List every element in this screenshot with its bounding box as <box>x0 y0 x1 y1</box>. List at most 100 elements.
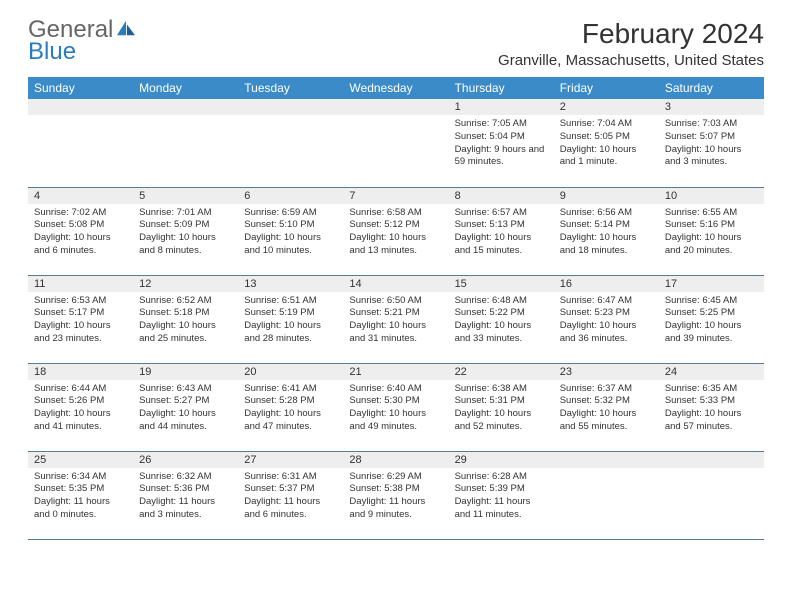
sunset-text: Sunset: 5:13 PM <box>455 219 548 232</box>
daylight-text: Daylight: 11 hours and 0 minutes. <box>34 496 127 522</box>
daylight-text: Daylight: 10 hours and 8 minutes. <box>139 232 232 258</box>
sunrise-text: Sunrise: 6:35 AM <box>665 383 758 396</box>
day-number: 19 <box>133 364 238 380</box>
sunset-text: Sunset: 5:27 PM <box>139 395 232 408</box>
calendar-table: SundayMondayTuesdayWednesdayThursdayFrid… <box>28 77 764 540</box>
sunset-text: Sunset: 5:26 PM <box>34 395 127 408</box>
title-block: February 2024 Granville, Massachusetts, … <box>498 18 764 69</box>
daylight-text: Daylight: 10 hours and 44 minutes. <box>139 408 232 434</box>
day-details: Sunrise: 7:01 AMSunset: 5:09 PMDaylight:… <box>133 204 238 262</box>
daylight-text: Daylight: 10 hours and 55 minutes. <box>560 408 653 434</box>
daylight-text: Daylight: 10 hours and 18 minutes. <box>560 232 653 258</box>
day-details: Sunrise: 6:34 AMSunset: 5:35 PMDaylight:… <box>28 468 133 526</box>
calendar-cell: 21Sunrise: 6:40 AMSunset: 5:30 PMDayligh… <box>343 363 448 451</box>
calendar-week: 18Sunrise: 6:44 AMSunset: 5:26 PMDayligh… <box>28 363 764 451</box>
day-details: Sunrise: 6:44 AMSunset: 5:26 PMDaylight:… <box>28 380 133 438</box>
sunrise-text: Sunrise: 6:29 AM <box>349 471 442 484</box>
calendar-cell <box>554 451 659 539</box>
calendar-cell: 4Sunrise: 7:02 AMSunset: 5:08 PMDaylight… <box>28 187 133 275</box>
day-details: Sunrise: 6:35 AMSunset: 5:33 PMDaylight:… <box>659 380 764 438</box>
day-details: Sunrise: 7:02 AMSunset: 5:08 PMDaylight:… <box>28 204 133 262</box>
daylight-text: Daylight: 10 hours and 33 minutes. <box>455 320 548 346</box>
location-text: Granville, Massachusetts, United States <box>498 52 764 69</box>
day-number: 29 <box>449 452 554 468</box>
sunrise-text: Sunrise: 6:34 AM <box>34 471 127 484</box>
day-number: 24 <box>659 364 764 380</box>
day-details: Sunrise: 6:45 AMSunset: 5:25 PMDaylight:… <box>659 292 764 350</box>
calendar-cell: 22Sunrise: 6:38 AMSunset: 5:31 PMDayligh… <box>449 363 554 451</box>
day-number: 15 <box>449 276 554 292</box>
calendar-week: 11Sunrise: 6:53 AMSunset: 5:17 PMDayligh… <box>28 275 764 363</box>
day-number: 22 <box>449 364 554 380</box>
calendar-cell: 26Sunrise: 6:32 AMSunset: 5:36 PMDayligh… <box>133 451 238 539</box>
day-details: Sunrise: 7:03 AMSunset: 5:07 PMDaylight:… <box>659 115 764 173</box>
calendar-cell: 10Sunrise: 6:55 AMSunset: 5:16 PMDayligh… <box>659 187 764 275</box>
calendar-cell: 3Sunrise: 7:03 AMSunset: 5:07 PMDaylight… <box>659 99 764 187</box>
calendar-cell <box>133 99 238 187</box>
sunrise-text: Sunrise: 6:38 AM <box>455 383 548 396</box>
day-details: Sunrise: 6:47 AMSunset: 5:23 PMDaylight:… <box>554 292 659 350</box>
calendar-cell: 12Sunrise: 6:52 AMSunset: 5:18 PMDayligh… <box>133 275 238 363</box>
sunrise-text: Sunrise: 6:57 AM <box>455 207 548 220</box>
day-header: Friday <box>554 77 659 99</box>
day-number: 11 <box>28 276 133 292</box>
daylight-text: Daylight: 10 hours and 6 minutes. <box>34 232 127 258</box>
sunrise-text: Sunrise: 7:04 AM <box>560 118 653 131</box>
sunrise-text: Sunrise: 6:53 AM <box>34 295 127 308</box>
brand-blue: Blue <box>28 40 137 64</box>
sunrise-text: Sunrise: 6:44 AM <box>34 383 127 396</box>
daylight-text: Daylight: 10 hours and 25 minutes. <box>139 320 232 346</box>
day-number: 7 <box>343 188 448 204</box>
sunset-text: Sunset: 5:05 PM <box>560 131 653 144</box>
day-number: 18 <box>28 364 133 380</box>
sunset-text: Sunset: 5:07 PM <box>665 131 758 144</box>
day-details: Sunrise: 6:55 AMSunset: 5:16 PMDaylight:… <box>659 204 764 262</box>
sunset-text: Sunset: 5:19 PM <box>244 307 337 320</box>
calendar-cell: 9Sunrise: 6:56 AMSunset: 5:14 PMDaylight… <box>554 187 659 275</box>
sunrise-text: Sunrise: 6:32 AM <box>139 471 232 484</box>
day-number: 13 <box>238 276 343 292</box>
day-header: Wednesday <box>343 77 448 99</box>
day-number: 27 <box>238 452 343 468</box>
daylight-text: Daylight: 10 hours and 10 minutes. <box>244 232 337 258</box>
sunrise-text: Sunrise: 6:48 AM <box>455 295 548 308</box>
day-details: Sunrise: 6:50 AMSunset: 5:21 PMDaylight:… <box>343 292 448 350</box>
sunset-text: Sunset: 5:10 PM <box>244 219 337 232</box>
day-details: Sunrise: 6:41 AMSunset: 5:28 PMDaylight:… <box>238 380 343 438</box>
daylight-text: Daylight: 10 hours and 39 minutes. <box>665 320 758 346</box>
day-details: Sunrise: 6:28 AMSunset: 5:39 PMDaylight:… <box>449 468 554 526</box>
calendar-cell: 28Sunrise: 6:29 AMSunset: 5:38 PMDayligh… <box>343 451 448 539</box>
sunrise-text: Sunrise: 6:41 AM <box>244 383 337 396</box>
sunset-text: Sunset: 5:14 PM <box>560 219 653 232</box>
sunrise-text: Sunrise: 6:47 AM <box>560 295 653 308</box>
daylight-text: Daylight: 10 hours and 31 minutes. <box>349 320 442 346</box>
calendar-cell: 8Sunrise: 6:57 AMSunset: 5:13 PMDaylight… <box>449 187 554 275</box>
day-number: 10 <box>659 188 764 204</box>
sunset-text: Sunset: 5:30 PM <box>349 395 442 408</box>
sunrise-text: Sunrise: 6:52 AM <box>139 295 232 308</box>
calendar-cell: 29Sunrise: 6:28 AMSunset: 5:39 PMDayligh… <box>449 451 554 539</box>
day-number: 17 <box>659 276 764 292</box>
calendar-cell <box>343 99 448 187</box>
calendar-cell <box>238 99 343 187</box>
sunrise-text: Sunrise: 6:40 AM <box>349 383 442 396</box>
daylight-text: Daylight: 10 hours and 28 minutes. <box>244 320 337 346</box>
daylight-text: Daylight: 10 hours and 3 minutes. <box>665 144 758 170</box>
daylight-text: Daylight: 11 hours and 6 minutes. <box>244 496 337 522</box>
calendar-cell: 5Sunrise: 7:01 AMSunset: 5:09 PMDaylight… <box>133 187 238 275</box>
sunset-text: Sunset: 5:37 PM <box>244 483 337 496</box>
day-details: Sunrise: 6:52 AMSunset: 5:18 PMDaylight:… <box>133 292 238 350</box>
day-details: Sunrise: 6:59 AMSunset: 5:10 PMDaylight:… <box>238 204 343 262</box>
sunset-text: Sunset: 5:21 PM <box>349 307 442 320</box>
day-header: Monday <box>133 77 238 99</box>
daylight-text: Daylight: 11 hours and 11 minutes. <box>455 496 548 522</box>
sunset-text: Sunset: 5:18 PM <box>139 307 232 320</box>
day-number: 28 <box>343 452 448 468</box>
calendar-cell: 6Sunrise: 6:59 AMSunset: 5:10 PMDaylight… <box>238 187 343 275</box>
sunset-text: Sunset: 5:17 PM <box>34 307 127 320</box>
daylight-text: Daylight: 11 hours and 3 minutes. <box>139 496 232 522</box>
day-number: 4 <box>28 188 133 204</box>
sunset-text: Sunset: 5:39 PM <box>455 483 548 496</box>
daylight-text: Daylight: 10 hours and 1 minute. <box>560 144 653 170</box>
daylight-text: Daylight: 10 hours and 23 minutes. <box>34 320 127 346</box>
